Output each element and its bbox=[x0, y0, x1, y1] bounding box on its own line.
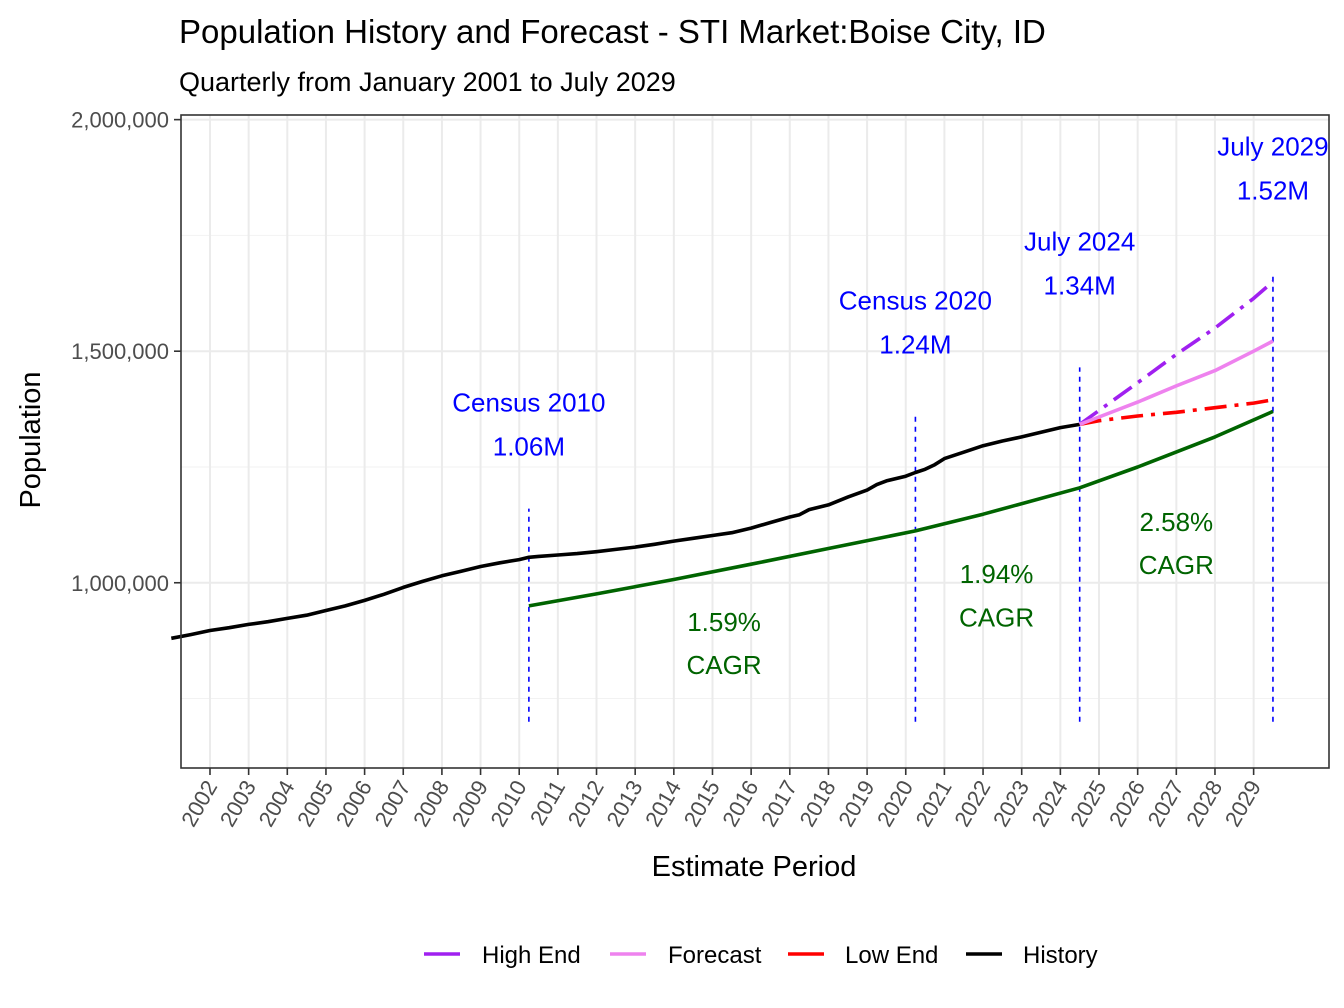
y-tick-label: 2,000,000 bbox=[71, 108, 169, 133]
x-tick-label: 2020 bbox=[872, 776, 918, 831]
series-line-low-end bbox=[1079, 398, 1274, 427]
annotation-july-2029-value: 1.52M bbox=[1237, 175, 1309, 205]
x-tick-label: 2012 bbox=[563, 776, 609, 831]
x-tick-label: 2007 bbox=[370, 776, 416, 831]
legend: High End Forecast Low End History bbox=[424, 942, 1098, 969]
annotations: Census 2010 1.06M Census 2020 1.24M July 202… bbox=[452, 131, 1328, 680]
x-axis-title: Estimate Period bbox=[652, 851, 857, 883]
x-tick-label: 2005 bbox=[292, 776, 338, 831]
x-tick-label: 2016 bbox=[717, 776, 763, 831]
annotation-cagr-2010-2020-value: CAGR bbox=[687, 650, 762, 680]
series-line-high-end bbox=[1078, 280, 1275, 426]
series-lines bbox=[170, 280, 1275, 641]
x-tick-label: 2011 bbox=[525, 776, 570, 829]
annotation-cagr-2024-2029-label: 2.58% bbox=[1139, 507, 1213, 537]
series-line-forecast bbox=[1079, 339, 1274, 427]
x-tick-label: 2013 bbox=[601, 776, 647, 831]
annotation-census-2020-label: Census 2020 bbox=[839, 286, 992, 316]
annotation-census-2010-label: Census 2010 bbox=[452, 387, 605, 417]
plot-border bbox=[180, 114, 1330, 769]
annotation-census-2010-value: 1.06M bbox=[493, 431, 565, 461]
panel-border bbox=[180, 114, 1330, 769]
legend-label-history: History bbox=[1023, 942, 1098, 969]
x-tick-label: 2006 bbox=[331, 776, 377, 831]
x-tick-label: 2010 bbox=[485, 776, 531, 831]
legend-label-low-end: Low End bbox=[845, 942, 938, 969]
y-axis: 1,000,000 1,500,000 2,000,000 bbox=[71, 108, 181, 596]
y-tick-label: 1,000,000 bbox=[71, 571, 169, 596]
x-axis: 2002200320042005200620072008200920102011… bbox=[176, 768, 1266, 831]
x-tick-label: 2004 bbox=[254, 776, 300, 831]
annotation-cagr-2020-2024-label: 1.94% bbox=[960, 559, 1034, 589]
x-tick-label: 2002 bbox=[176, 776, 222, 831]
annotation-july-2029-label: July 2029 bbox=[1217, 131, 1328, 161]
series-line-history bbox=[170, 422, 1080, 641]
reference-lines bbox=[528, 272, 1274, 722]
annotation-cagr-2024-2029-value: CAGR bbox=[1139, 550, 1214, 580]
legend-label-forecast: Forecast bbox=[668, 942, 762, 969]
x-tick-label: 2024 bbox=[1027, 776, 1073, 831]
x-tick-label: 2003 bbox=[215, 776, 261, 831]
chart-title: Population History and Forecast - STI Ma… bbox=[179, 13, 1046, 50]
x-tick-label: 2008 bbox=[408, 776, 454, 831]
x-tick-label: 2014 bbox=[640, 776, 686, 831]
x-tick-label: 2022 bbox=[949, 776, 995, 831]
x-tick-label: 2025 bbox=[1065, 776, 1111, 831]
x-tick-label: 2023 bbox=[988, 776, 1034, 831]
x-tick-label: 2015 bbox=[679, 776, 725, 831]
y-tick-label: 1,500,000 bbox=[71, 339, 169, 364]
series-line-cagr-trend bbox=[528, 409, 1274, 608]
x-tick-label: 2017 bbox=[756, 776, 802, 831]
x-tick-label: 2021 bbox=[911, 776, 957, 831]
x-tick-label: 2009 bbox=[447, 776, 493, 831]
x-tick-label: 2018 bbox=[795, 776, 841, 831]
annotation-july-2024-value: 1.34M bbox=[1044, 271, 1116, 301]
annotation-census-2020-value: 1.24M bbox=[879, 330, 951, 360]
x-tick-label: 2029 bbox=[1220, 776, 1266, 831]
grid-lines bbox=[181, 115, 1329, 768]
y-axis-title: Population bbox=[15, 371, 47, 508]
x-tick-label: 2027 bbox=[1143, 776, 1189, 831]
x-tick-label: 2019 bbox=[833, 776, 879, 831]
x-tick-label: 2028 bbox=[1181, 776, 1227, 831]
annotation-cagr-2020-2024-value: CAGR bbox=[959, 602, 1034, 632]
legend-label-high-end: High End bbox=[482, 942, 581, 969]
chart-subtitle: Quarterly from January 2001 to July 2029 bbox=[179, 67, 676, 97]
annotation-july-2024-label: July 2024 bbox=[1024, 227, 1135, 257]
x-tick-label: 2026 bbox=[1104, 776, 1150, 831]
annotation-cagr-2010-2020-label: 1.59% bbox=[687, 607, 761, 637]
